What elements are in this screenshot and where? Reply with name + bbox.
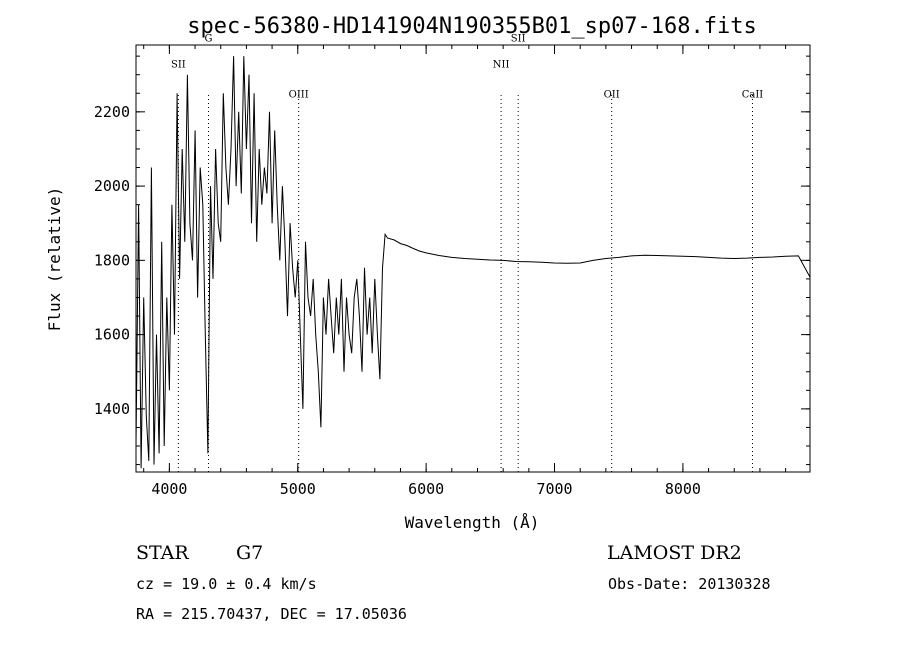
emission-line-label: G <box>205 34 213 45</box>
spectrum-line <box>135 56 811 469</box>
emission-line-label: NII <box>493 60 510 71</box>
y-tick-label: 1600 <box>94 326 130 344</box>
y-axis-label: Flux (relative) <box>45 187 64 332</box>
spectrum-series <box>135 56 811 469</box>
x-tick-label: 4000 <box>151 480 187 498</box>
y-tick-label: 2200 <box>94 103 130 121</box>
x-tick-label: 8000 <box>665 480 701 498</box>
chart-title: spec-56380-HD141904N190355B01_sp07-168.f… <box>187 14 757 39</box>
y-tick-label: 1400 <box>94 400 130 418</box>
spectral-subclass: G7 <box>236 542 263 564</box>
emission-line-label: OII <box>604 89 620 100</box>
redshift-velocity: cz = 19.0 ± 0.4 km/s <box>136 575 317 593</box>
emission-lines: SII G OIII NII SII OII CaII <box>171 34 763 472</box>
emission-line-label: SII <box>511 34 526 45</box>
plot-frame <box>135 44 811 473</box>
x-tick-label: 6000 <box>408 480 444 498</box>
y-tick-label: 2000 <box>94 177 130 195</box>
axis-ticks: 4000 5000 6000 7000 8000 1400 1600 1800 2000 2200 <box>94 45 810 498</box>
x-tick-label: 5000 <box>280 480 316 498</box>
sky-coordinates: RA = 215.70437, DEC = 17.05036 <box>136 605 407 623</box>
survey-release: LAMOST DR2 <box>607 542 742 564</box>
emission-line-label: OIII <box>289 89 309 100</box>
observation-date: Obs-Date: 20130328 <box>608 575 771 593</box>
x-tick-label: 7000 <box>536 480 572 498</box>
emission-line-label: CaII <box>742 89 764 100</box>
object-type: STAR <box>136 542 189 564</box>
emission-line-label: SII <box>171 60 186 71</box>
x-axis-label: Wavelength (Å) <box>405 513 540 532</box>
y-tick-label: 1800 <box>94 251 130 269</box>
